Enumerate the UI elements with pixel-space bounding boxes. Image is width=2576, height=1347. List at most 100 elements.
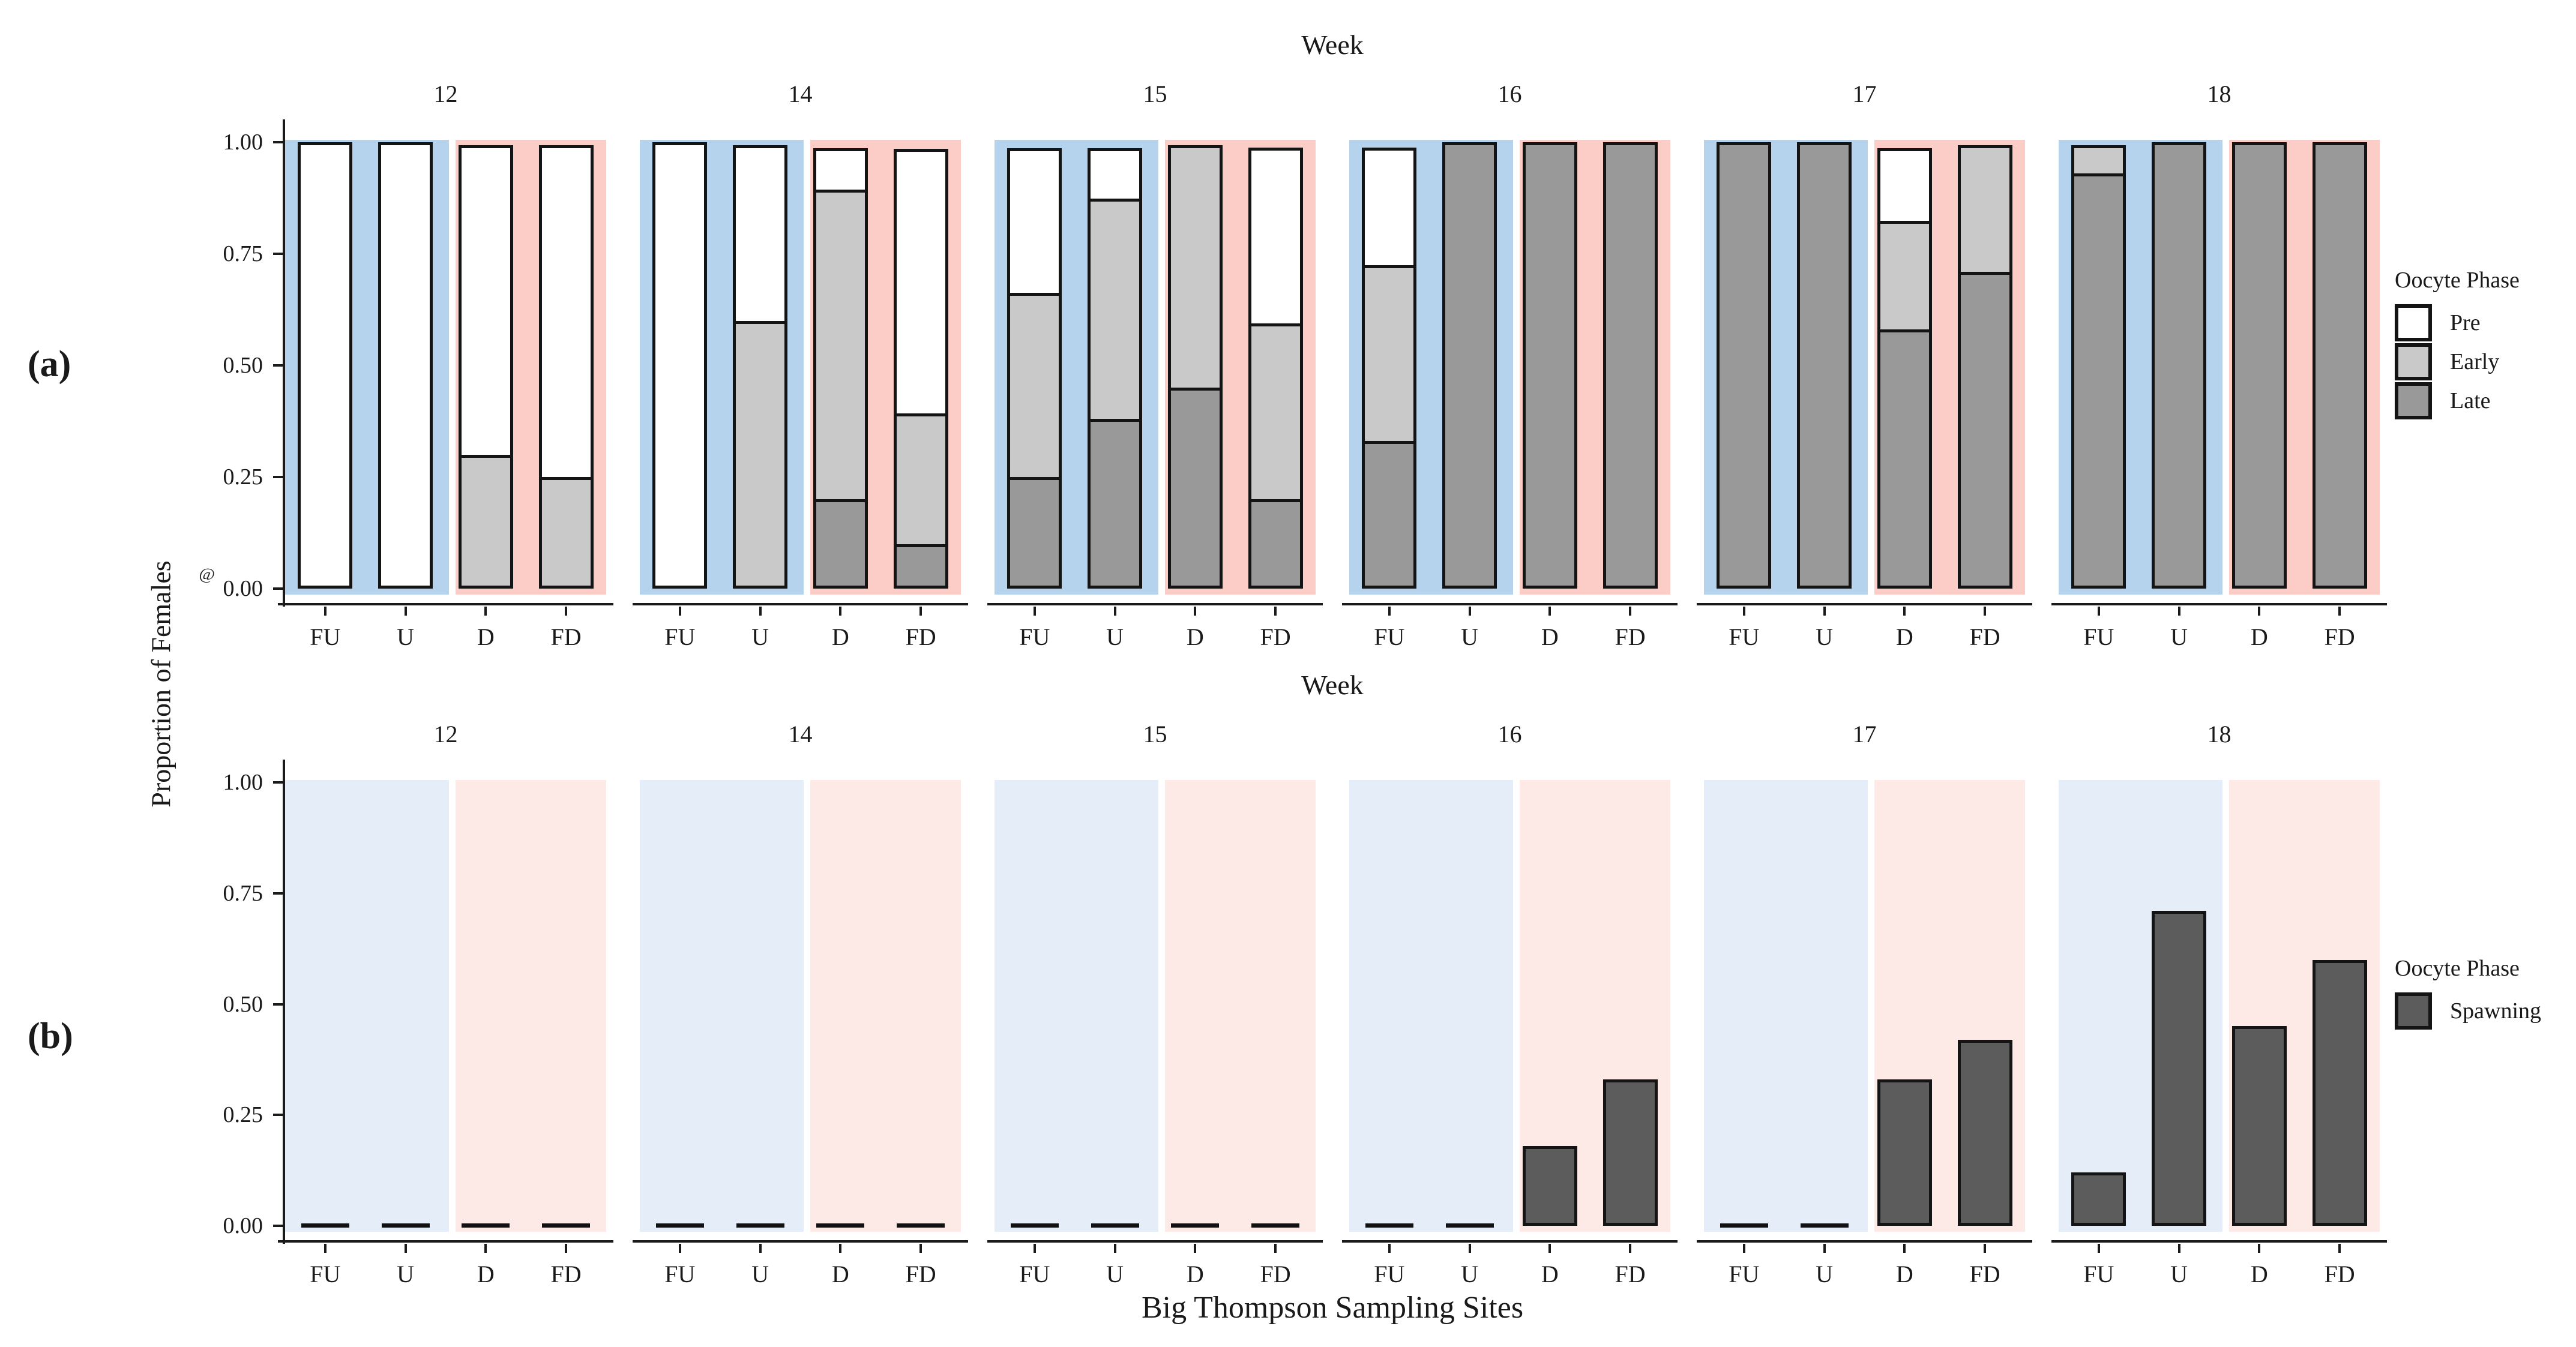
segment-early [1957, 145, 2012, 275]
segment-pre [1007, 148, 1062, 296]
x-axis-line [633, 1240, 968, 1243]
y-tick-mark [273, 1225, 284, 1227]
facet-week-header: 14 [788, 721, 813, 748]
bar-FU [1007, 148, 1062, 589]
segment-late [2152, 142, 2207, 589]
bar-D [2231, 1026, 2287, 1226]
site-label-U: U [1816, 1261, 1834, 1288]
legend-oocyte-phase-a: Oocyte Phase Pre Early Late [2395, 267, 2575, 421]
x-tick-mark [839, 1244, 842, 1253]
x-tick-mark [2097, 607, 2100, 616]
band-upstream-blue [1349, 140, 1513, 595]
x-axis-line [2051, 603, 2387, 605]
site-label-U: U [1106, 623, 1124, 650]
band-downstream-pink [455, 140, 606, 595]
facet-week-header: 12 [433, 80, 458, 107]
x-tick-mark [2258, 1244, 2261, 1253]
segment-pre [458, 145, 513, 458]
facet-strip: 12 FU U D FD 14 FU U D FD 15 FU U D FD 16 FU U D FD 17 FU U D FD… [278, 721, 2387, 1288]
site-label-U: U [1461, 1261, 1479, 1288]
x-tick-mark [484, 1244, 487, 1253]
site-label-D: D [1186, 623, 1204, 650]
segment-late [1007, 477, 1062, 589]
band-upstream-blue [640, 780, 804, 1232]
x-tick-mark [919, 607, 922, 616]
segment-late [1602, 142, 1658, 589]
x-axis-line [278, 1240, 613, 1243]
site-label-D: D [1895, 623, 1913, 650]
y-tick-label: 0.50 [223, 353, 263, 378]
band-upstream-blue [2059, 140, 2222, 595]
facet-week-header: 18 [2207, 80, 2231, 107]
site-label-FU: FU [1729, 623, 1760, 650]
bar-FD [1248, 148, 1303, 589]
y-tick-mark [273, 253, 284, 255]
site-label-FD: FD [905, 623, 936, 650]
band-downstream-pink [1519, 780, 1670, 1232]
zero-value-dash [897, 1223, 945, 1228]
segment-late [1088, 419, 1143, 589]
x-tick-mark [759, 607, 762, 616]
segment-pre [1088, 148, 1143, 202]
site-label-FD: FD [1969, 623, 2000, 650]
facet-week-12: 12 FU U D FD [278, 721, 613, 1288]
panel-b-label: (b) [28, 1016, 73, 1057]
band-downstream-pink [1519, 140, 1670, 595]
site-label-U: U [397, 1261, 415, 1288]
site-label-D: D [477, 1261, 495, 1288]
bar-U [378, 142, 433, 589]
facet-week-header: 12 [433, 721, 458, 748]
band-upstream-blue [1704, 140, 1868, 595]
zero-value-dash [816, 1223, 865, 1228]
band-upstream-blue [1704, 780, 1868, 1232]
legend-a-title: Oocyte Phase [2395, 268, 2520, 293]
zero-value-dash [301, 1223, 349, 1228]
site-label-FD: FD [2324, 1261, 2355, 1288]
segment-early [1088, 199, 1143, 422]
y-tick-label: 0.25 [223, 464, 263, 490]
site-label-FD: FD [1615, 623, 1646, 650]
segment-spawning [2312, 960, 2367, 1226]
x-tick-mark [759, 1244, 762, 1253]
bar-D [458, 145, 513, 589]
facet-strip: 12 FU U D FD 14 FU U D FD 15 FU U D FD 16 FU U D FD 17 FU U D FD… [278, 80, 2387, 650]
x-tick-mark [1194, 607, 1197, 616]
y-tick-label: 0.00 [223, 1213, 263, 1238]
segment-late [1797, 142, 1852, 589]
band-upstream-blue [285, 140, 449, 595]
zero-bar-slot-D [1168, 1220, 1223, 1228]
segment-spawning [1522, 1146, 1577, 1226]
band-upstream-blue [2059, 780, 2222, 1232]
site-label-FD: FD [1260, 623, 1291, 650]
bar-FU [2071, 1172, 2126, 1226]
segment-early [1248, 323, 1303, 502]
x-tick-mark [1548, 1244, 1551, 1253]
bar-FU [1362, 148, 1417, 589]
segment-late [1522, 142, 1577, 589]
x-tick-mark [1984, 1244, 1987, 1253]
y-axis-title: Proportion of Females [145, 560, 176, 808]
x-tick-mark [1629, 1244, 1632, 1253]
zero-value-dash [1171, 1223, 1220, 1228]
zero-bar-slot-FD [894, 1220, 948, 1228]
x-axis-line [1342, 1240, 1678, 1243]
x-tick-mark [1903, 1244, 1906, 1253]
bar-FD [893, 149, 948, 589]
bar-D [1877, 148, 1932, 589]
segment-early [1362, 265, 1417, 444]
site-label-D: D [477, 623, 495, 650]
y-tick-mark [273, 476, 284, 478]
y-tick-label: 0.50 [223, 991, 263, 1017]
bar-U [733, 145, 788, 589]
zero-value-dash [1251, 1223, 1300, 1228]
zero-value-dash [1091, 1223, 1139, 1228]
segment-spawning [2071, 1172, 2126, 1226]
bar-U [1442, 142, 1497, 589]
x-tick-mark [324, 607, 327, 616]
bar-FD [1602, 142, 1658, 589]
bar-FD [1602, 1079, 1658, 1226]
facet-week-16: 16 FU U D FD [1342, 721, 1678, 1288]
segment-pre [1362, 148, 1417, 268]
zero-value-dash [655, 1223, 704, 1228]
facet-week-15: 15 FU U D FD [987, 721, 1323, 1288]
